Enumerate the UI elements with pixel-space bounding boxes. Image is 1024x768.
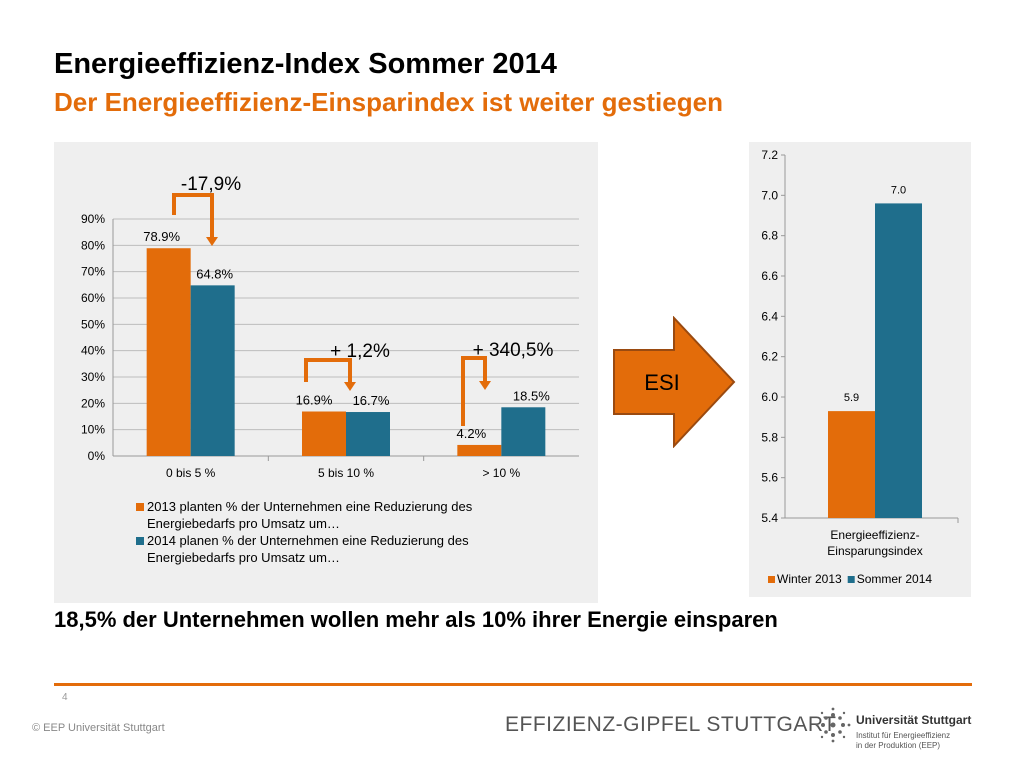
chart-panel-right: 5.4 5.6 5.8 6.0 6.2 6.4 6.6 6.8 7.0 7.2 5.9 7.0 Ener… xyxy=(749,142,971,597)
legend-label: 2013 planten % der Unternehmen eine Redu… xyxy=(147,499,473,514)
y-tick-label: 6.4 xyxy=(761,309,778,323)
y-tick-label: 70% xyxy=(81,265,105,279)
change-annotation: + 340,5% xyxy=(473,340,554,361)
y-tick-label: 20% xyxy=(81,396,105,410)
page-number: 4 xyxy=(62,692,68,703)
effizienz-gipfel-logo: EFFIZIENZ-GIPFEL STUTTGART xyxy=(505,713,837,736)
bar-chart-energy-reduction: 0% 10% 20% 30% 40% 50% 60% 70% 80% 90% 0 bis 5 % 78… xyxy=(81,174,579,565)
data-label: 7.0 xyxy=(891,184,906,196)
bar xyxy=(302,411,346,456)
footer-divider xyxy=(54,683,972,686)
y-tick-label: 7.2 xyxy=(761,148,778,162)
change-annotation: + 1,2% xyxy=(330,341,390,362)
bar xyxy=(501,407,546,456)
y-tick-label: 80% xyxy=(81,238,105,252)
y-tick-label: 6.0 xyxy=(761,390,778,404)
page-subtitle: Der Energieeffizienz-Einsparindex ist we… xyxy=(54,87,723,117)
y-tick-label: 10% xyxy=(81,423,105,437)
y-tick-label: 60% xyxy=(81,291,105,305)
change-arrow-head xyxy=(344,382,356,391)
change-arrow-head xyxy=(206,237,218,246)
esi-arrow-shape xyxy=(613,316,736,448)
x-tick-label: > 10 % xyxy=(482,466,520,480)
change-annotation: -17,9% xyxy=(181,174,241,195)
legend-swatch xyxy=(136,537,144,545)
legend-swatch xyxy=(136,503,144,511)
university-name: Universität Stuttgart xyxy=(856,713,972,727)
y-tick-label: 90% xyxy=(81,212,105,226)
esi-arrow: ESI xyxy=(613,316,736,448)
y-tick-label: 6.6 xyxy=(761,269,778,283)
bar xyxy=(828,411,875,518)
legend-label: Winter 2013 xyxy=(777,572,842,586)
x-tick-label: Energieeffizienz- xyxy=(830,528,919,542)
y-tick-label: 40% xyxy=(81,344,105,358)
change-arrow xyxy=(172,193,214,238)
y-tick-label: 50% xyxy=(81,317,105,331)
y-tick-label: 5.8 xyxy=(761,430,778,444)
university-seal-icon xyxy=(815,707,851,743)
change-arrow xyxy=(304,358,352,383)
y-tick-label: 30% xyxy=(81,370,105,384)
x-tick-label: Einsparungsindex xyxy=(827,544,922,558)
bar xyxy=(190,285,235,456)
change-arrow-head xyxy=(479,381,491,390)
change-arrow xyxy=(461,356,487,426)
legend-label: Sommer 2014 xyxy=(857,572,933,586)
data-label: 16.7% xyxy=(353,393,390,408)
data-label: 78.9% xyxy=(143,229,180,244)
legend-swatch xyxy=(768,576,775,583)
esi-arrow-label: ESI xyxy=(644,370,679,395)
bar xyxy=(875,203,922,518)
institute-line-1: Institut für Energieeffizienz xyxy=(856,731,951,740)
chart-panel-left: 0% 10% 20% 30% 40% 50% 60% 70% 80% 90% 0 bis 5 % 78… xyxy=(54,142,598,603)
institute-line-2: in der Produktion (EEP) xyxy=(856,741,941,750)
summary-statement: 18,5% der Unternehmen wollen mehr als 10… xyxy=(54,607,778,632)
legend-label: 2014 planen % der Unternehmen eine Reduz… xyxy=(147,533,469,548)
bar xyxy=(346,412,390,456)
data-label: 16.9% xyxy=(296,392,333,407)
y-tick-label: 5.6 xyxy=(761,471,778,485)
y-tick-label: 6.2 xyxy=(761,350,778,364)
data-label: 5.9 xyxy=(844,392,859,404)
page-title: Energieeffizienz-Index Sommer 2014 xyxy=(54,48,557,80)
data-label: 18.5% xyxy=(513,388,550,403)
legend-label: Energiebedarfs pro Umsatz um… xyxy=(147,550,340,565)
legend-swatch xyxy=(847,576,855,583)
y-tick-label: 7.0 xyxy=(761,188,778,202)
bar xyxy=(146,248,191,456)
data-label: 64.8% xyxy=(196,266,233,281)
bar-chart-esi: 5.4 5.6 5.8 6.0 6.2 6.4 6.6 6.8 7.0 7.2 5.9 7.0 Ener… xyxy=(761,148,959,586)
data-label: 4.2% xyxy=(457,426,487,441)
y-tick-label: 5.4 xyxy=(761,511,778,525)
y-tick-label: 0% xyxy=(88,449,106,463)
y-tick-label: 6.8 xyxy=(761,229,778,243)
x-tick-label: 5 bis 10 % xyxy=(318,466,374,480)
legend-label: Energiebedarfs pro Umsatz um… xyxy=(147,516,340,531)
x-tick-label: 0 bis 5 % xyxy=(166,466,216,480)
copyright-text: © EEP Universität Stuttgart xyxy=(32,722,165,734)
bar xyxy=(457,444,502,456)
